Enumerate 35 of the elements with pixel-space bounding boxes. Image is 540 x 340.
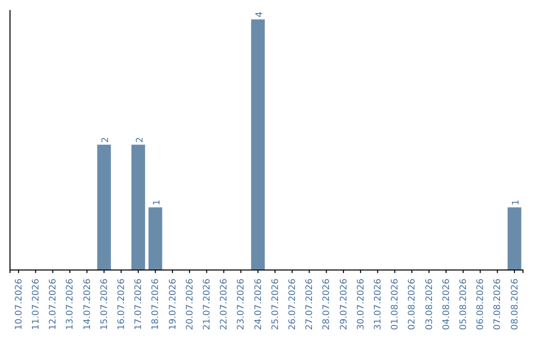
x-tick-label: 07.08.2026	[493, 278, 504, 330]
x-tick-label: 26.07.2026	[288, 278, 298, 330]
x-tick-label: 08.08.2026	[510, 278, 520, 330]
x-tick-label: 05.08.2026	[459, 278, 470, 330]
x-tick-label: 10.07.2026	[14, 278, 24, 330]
x-tick-label: 14.07.2026	[82, 278, 93, 330]
x-tick-label: 02.08.2026	[408, 278, 418, 330]
x-tick-label: 29.07.2026	[339, 278, 350, 330]
x-tick-label: 19.07.2026	[168, 278, 178, 330]
x-tick-label: 28.07.2026	[322, 278, 332, 330]
x-tick-label: 06.08.2026	[476, 278, 486, 330]
x-tick-label: 24.07.2026	[254, 278, 264, 330]
x-tick-label: 12.07.2026	[48, 278, 59, 330]
x-tick-label: 23.07.2026	[236, 278, 247, 330]
x-tick-label: 03.08.2026	[424, 278, 435, 330]
x-tick-label: 20.07.2026	[185, 278, 196, 330]
x-tick-label: 13.07.2026	[66, 278, 76, 330]
x-tick-label: 04.08.2026	[442, 278, 452, 330]
x-tick-label: 21.07.2026	[202, 278, 213, 330]
data-label: 1	[511, 200, 522, 206]
data-label: 2	[101, 136, 112, 143]
data-label: 4	[254, 11, 265, 18]
x-tick-label: 17.07.2026	[134, 278, 144, 330]
x-tick-label: 16.07.2026	[117, 278, 128, 330]
x-tick-label: 27.07.2026	[305, 278, 316, 330]
data-label: 2	[135, 136, 146, 143]
x-tick-label: 30.07.2026	[356, 278, 366, 330]
x-tick-label: 15.07.2026	[100, 278, 110, 330]
x-tick-label: 22.07.2026	[220, 278, 230, 330]
data-label: 1	[152, 200, 162, 206]
x-tick-label: 18.07.2026	[151, 278, 162, 330]
x-tick-label: 01.08.2026	[390, 278, 401, 330]
x-tick-label: 11.07.2026	[32, 278, 42, 330]
x-tick-label: 31.07.2026	[374, 278, 384, 330]
x-tick-label: 25.07.2026	[270, 278, 281, 330]
